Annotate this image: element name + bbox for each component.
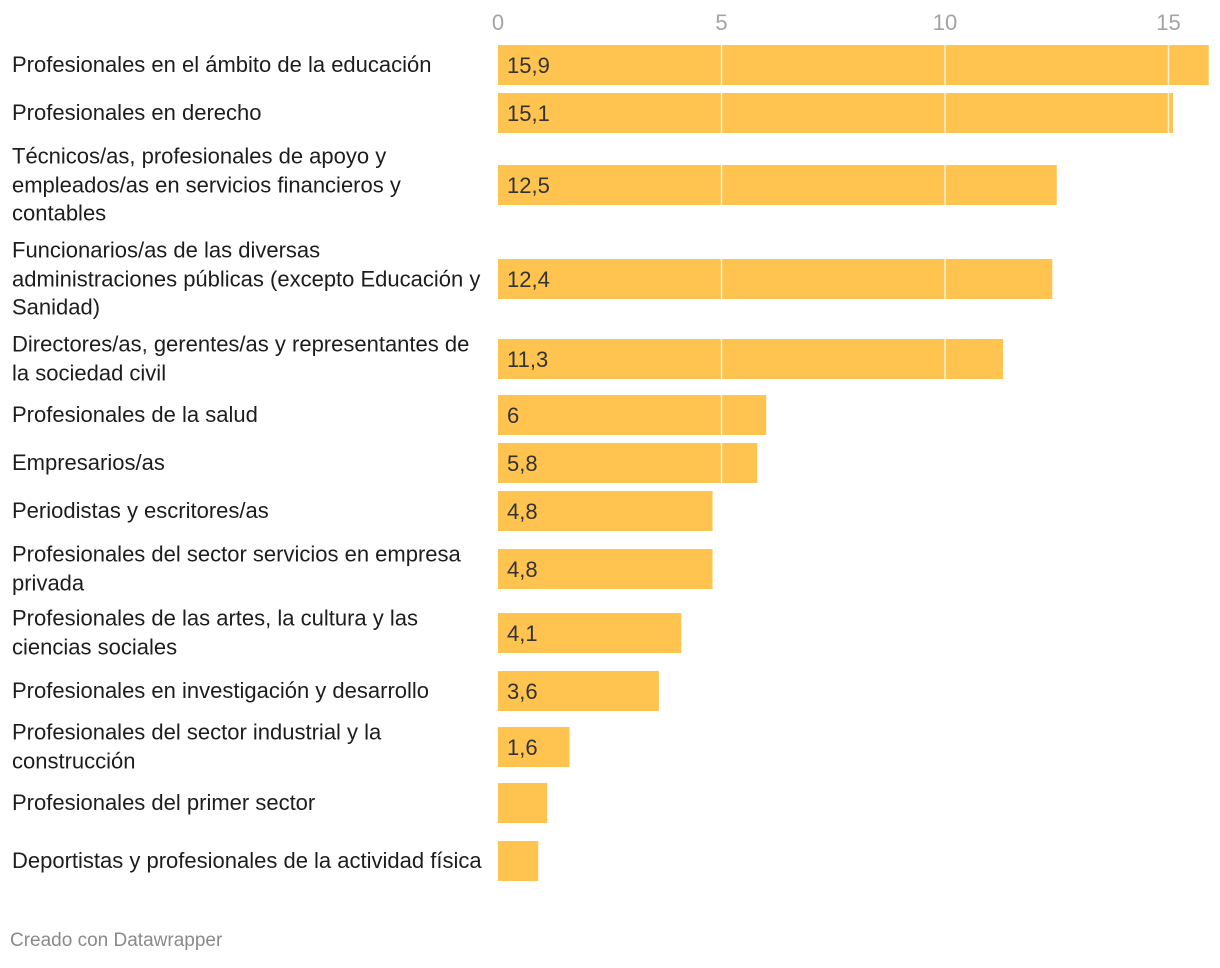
value-labels: 15,9 15,1 12,5 12,4 11,3 6 5,8 4,8 4,8 4,1 3,6 1,6 (507, 53, 550, 760)
data-label: 3,6 (507, 679, 538, 704)
bar[interactable] (498, 395, 767, 435)
category-label: Profesionales en el ámbito de la educaci… (12, 51, 432, 77)
bar[interactable] (498, 45, 1209, 85)
category-label: Profesionales en investigación y desarro… (12, 677, 430, 703)
bar[interactable] (498, 165, 1057, 205)
data-label: 4,1 (507, 621, 538, 646)
bar[interactable] (498, 841, 539, 881)
category-label: Profesionales en derecho (12, 99, 262, 125)
bar[interactable] (498, 93, 1173, 133)
tick-label: 0 (492, 10, 504, 35)
bar[interactable] (498, 549, 713, 589)
bar[interactable] (498, 259, 1053, 299)
category-label: Profesionales del primer sector (12, 789, 316, 815)
bars (498, 45, 1209, 881)
category-label: Empresarios/as (12, 449, 165, 475)
gridlines (720, 42, 1170, 885)
bar[interactable] (498, 443, 758, 483)
data-label: 1,6 (507, 735, 538, 760)
bar[interactable] (498, 783, 548, 823)
tick-label: 10 (933, 10, 957, 35)
category-label: Profesionales de las artes, la cultura y… (12, 605, 418, 660)
bar[interactable] (498, 491, 713, 531)
footer-credit[interactable]: Creado con Datawrapper (10, 930, 223, 951)
data-label: 15,1 (507, 101, 550, 126)
category-label: Periodistas y escritores/as (12, 497, 269, 523)
category-label: Profesionales de la salud (12, 401, 258, 427)
data-label: 6 (507, 403, 519, 428)
bar[interactable] (498, 727, 570, 767)
category-label: Profesionales del sector industrial y la… (12, 719, 382, 774)
category-label: Directores/as, gerentes/as y representan… (12, 331, 470, 386)
data-label: 11,3 (507, 347, 548, 372)
bar[interactable] (498, 339, 1004, 379)
bar[interactable] (498, 671, 659, 711)
category-label: Deportistas y profesionales de la activi… (12, 847, 482, 873)
category-label: Profesionales del sector servicios en em… (12, 541, 461, 596)
data-label: 4,8 (507, 499, 538, 524)
bar[interactable] (498, 613, 682, 653)
data-label: 12,5 (507, 173, 550, 198)
data-label: 12,4 (507, 267, 550, 292)
category-label: Funcionarios/as de las diversas administ… (12, 237, 481, 320)
data-label: 4,8 (507, 557, 538, 582)
data-label: 15,9 (507, 53, 550, 78)
data-label: 5,8 (507, 451, 538, 476)
tick-label: 5 (715, 10, 727, 35)
category-label: Técnicos/as, profesionales de apoyo y em… (12, 143, 401, 226)
tick-label: 15 (1156, 10, 1180, 35)
x-axis: 0 5 10 15 (492, 10, 1181, 35)
